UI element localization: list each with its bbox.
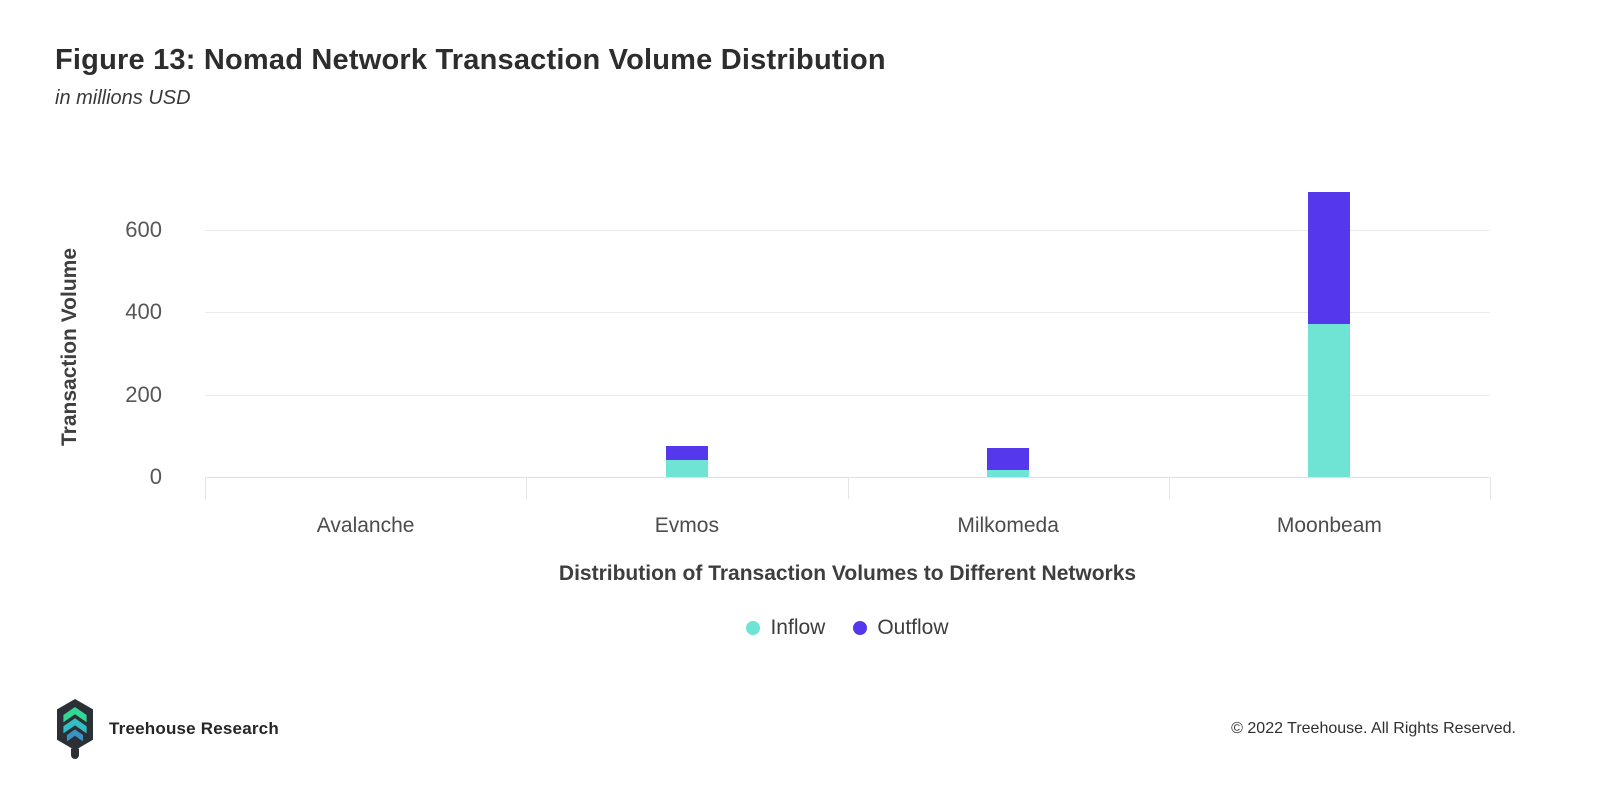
y-tick-label: 600 <box>125 216 162 242</box>
legend-item-inflow: Inflow <box>746 616 825 640</box>
chart-legend: Inflow Outflow <box>205 616 1490 640</box>
bar-outflow-milkomeda <box>987 447 1030 470</box>
x-category-label: Milkomeda <box>957 514 1059 537</box>
figure-title: Figure 13: Nomad Network Transaction Vol… <box>55 44 886 76</box>
treehouse-logo-icon <box>57 699 93 759</box>
outflow-legend-swatch-icon <box>853 621 868 635</box>
x-category-label: Evmos <box>654 514 719 537</box>
copyright-text: © 2022 Treehouse. All Rights Reserved. <box>1231 720 1516 737</box>
x-axis-title: Distribution of Transaction Volumes to D… <box>558 562 1137 585</box>
x-axis-tick <box>1168 477 1170 499</box>
brand-name: Treehouse Research <box>109 719 279 738</box>
inflow-legend-swatch-icon <box>746 621 761 635</box>
y-tick-label: 400 <box>125 299 162 324</box>
bar-outflow-evmos <box>665 445 708 460</box>
legend-label: Inflow <box>770 616 826 639</box>
gridline-y-200 <box>205 394 1490 396</box>
bar-inflow-moonbeam <box>1308 324 1351 477</box>
legend-item-outflow: Outflow <box>853 616 949 640</box>
x-category-label: Moonbeam <box>1276 514 1382 537</box>
legend-label: Outflow <box>877 616 949 639</box>
gridline-y-600 <box>205 229 1490 231</box>
x-axis-tick <box>847 477 849 499</box>
x-axis-tick <box>526 477 528 499</box>
bar-outflow-moonbeam <box>1308 192 1351 325</box>
x-axis-tick <box>1490 477 1491 499</box>
bar-inflow-evmos <box>665 459 708 477</box>
x-axis-tick <box>205 477 206 499</box>
y-tick-label: 200 <box>125 381 162 407</box>
x-category-label: Avalanche <box>316 514 415 537</box>
figure-subtitle: in millions USD <box>55 87 191 109</box>
y-tick-label: 0 <box>149 464 162 489</box>
bar-inflow-milkomeda <box>987 469 1030 477</box>
gridline-y-400 <box>205 312 1490 313</box>
footer-brand: Treehouse Research <box>55 698 279 760</box>
